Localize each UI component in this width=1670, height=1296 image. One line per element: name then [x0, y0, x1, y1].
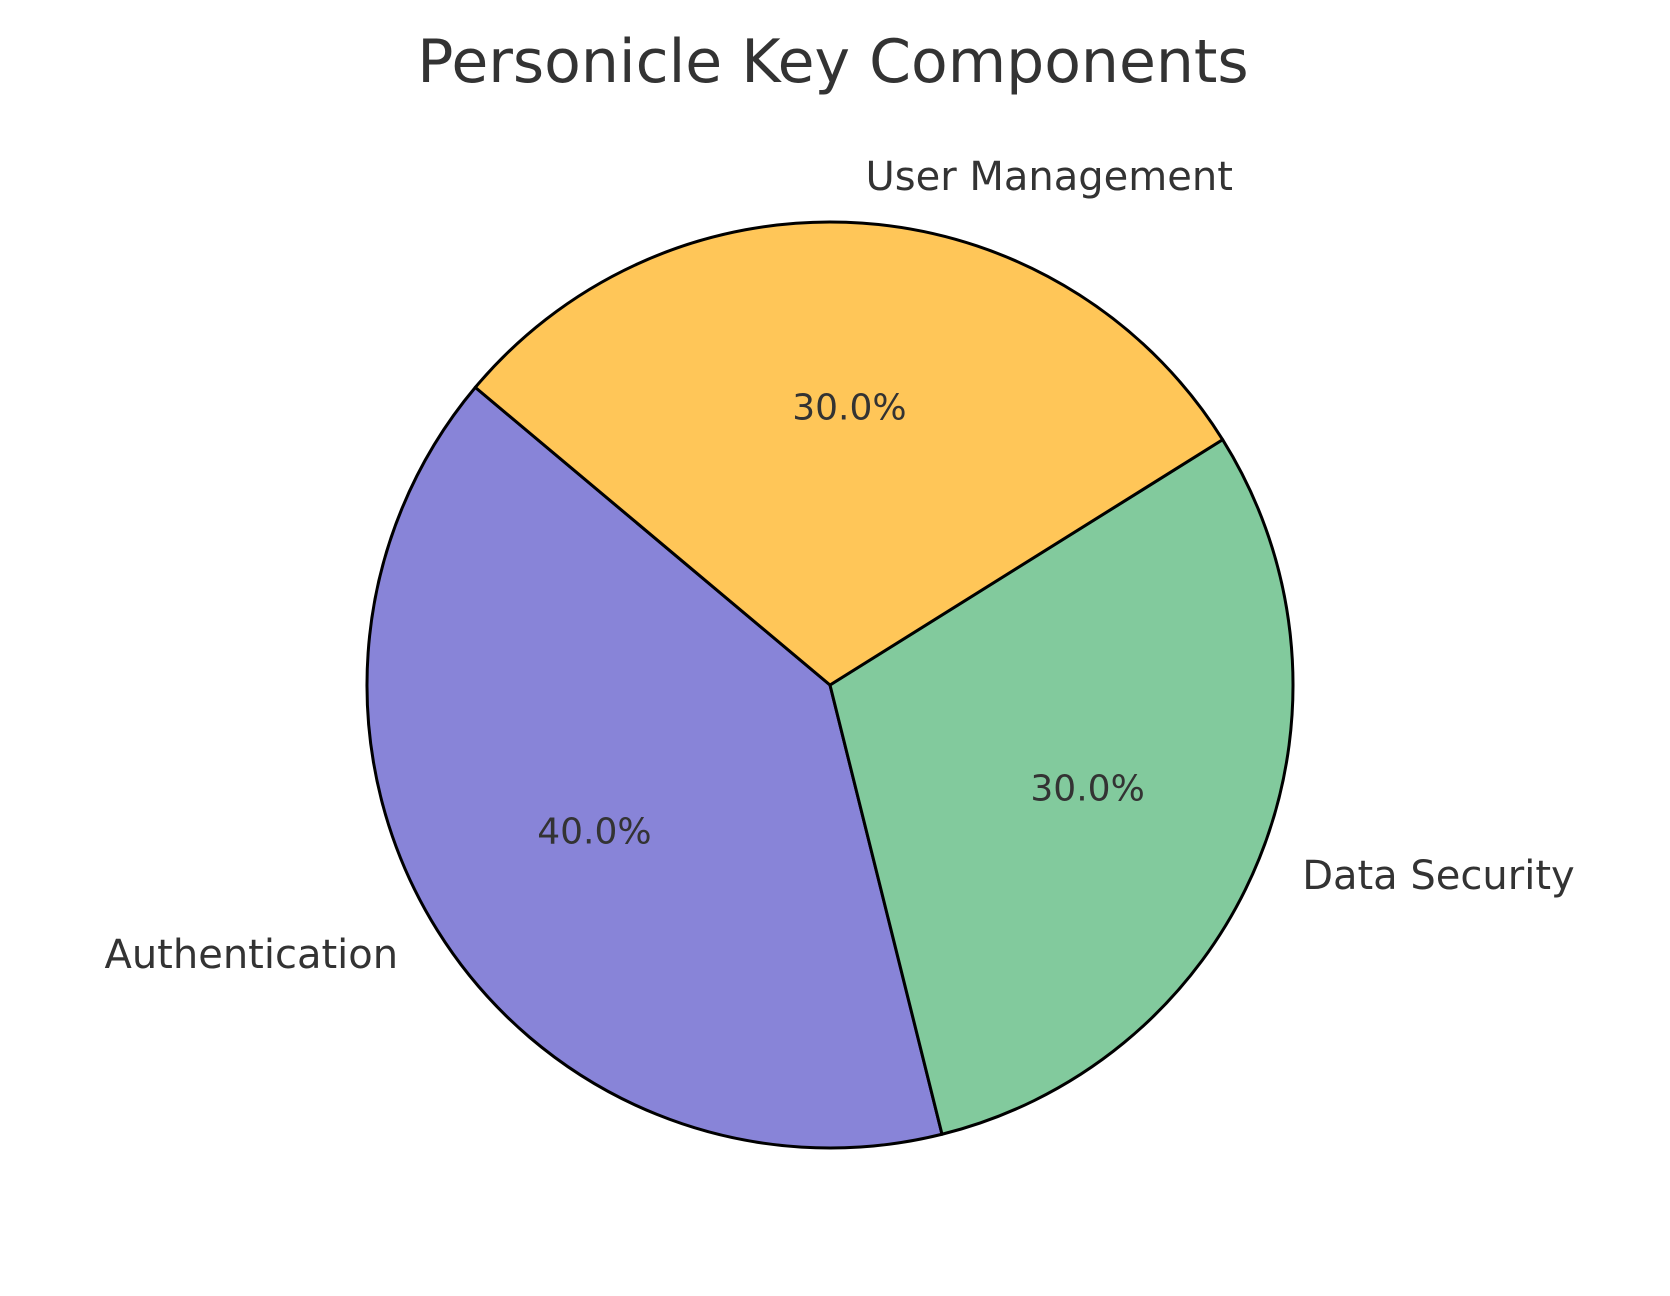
slice-label-data-security: Data Security — [1302, 853, 1574, 899]
pie-slice-user-management — [473, 220, 1225, 687]
pie-labels: Authentication 40.0% Data Security 30.0% Use… — [104, 154, 1574, 978]
chart-title: Personicle Key Components — [417, 27, 1248, 97]
percent-label-authentication: 40.0% — [537, 812, 651, 853]
pie-slice-authentication — [365, 385, 944, 1150]
pie-slices — [365, 220, 1295, 1150]
slice-label-authentication: Authentication — [104, 932, 398, 978]
slice-label-user-management: User Management — [866, 154, 1233, 200]
percent-label-user-management: 30.0% — [792, 387, 906, 428]
percent-label-data-security: 30.0% — [1030, 769, 1144, 810]
